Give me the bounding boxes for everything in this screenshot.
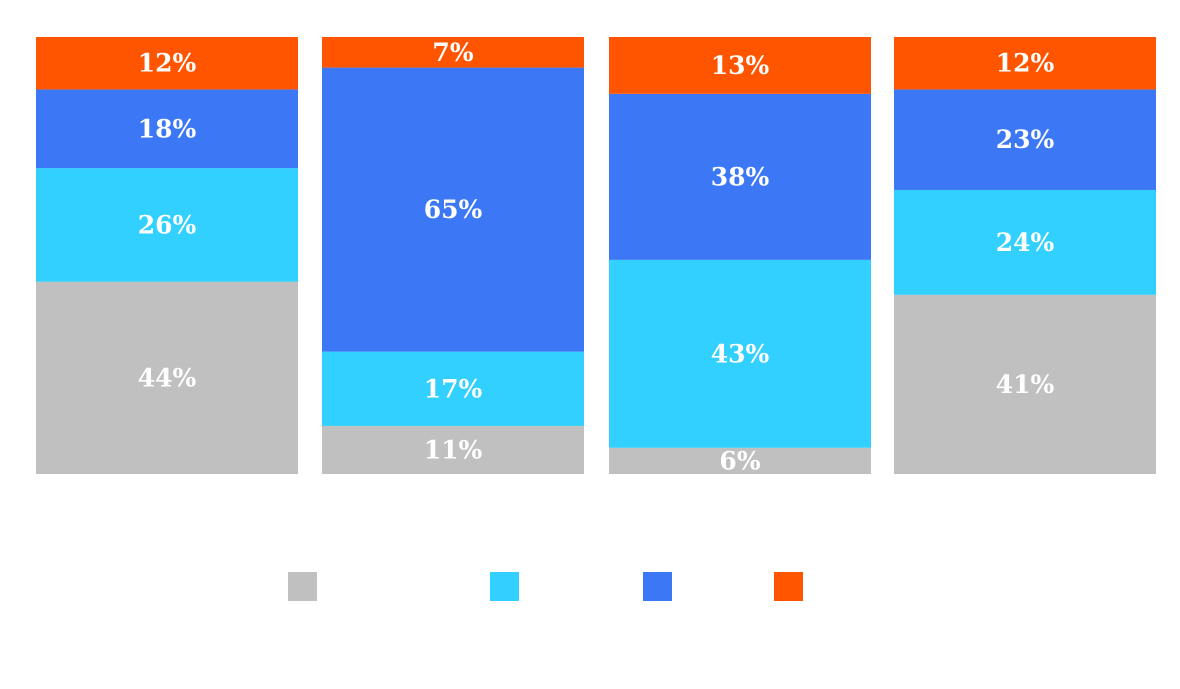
- bar-segment: [609, 259, 871, 448]
- segment-value-label: 43%: [711, 339, 770, 368]
- legend-swatch: [490, 572, 519, 601]
- legend: [288, 572, 803, 601]
- segment-value-label: 65%: [424, 195, 483, 224]
- bar-segment: [322, 67, 584, 352]
- segment-value-label: 12%: [996, 49, 1055, 78]
- segment-value-label: 11%: [424, 435, 483, 464]
- bar-segment: [322, 351, 584, 426]
- bar-segment: [322, 425, 584, 474]
- bar-segment: [36, 37, 298, 90]
- bars-group: [36, 37, 1156, 474]
- segment-value-label: 23%: [996, 125, 1055, 154]
- bar-segment: [894, 189, 1156, 295]
- segment-value-label: 38%: [711, 162, 770, 191]
- bar-segment: [609, 447, 871, 474]
- segment-value-label: 24%: [996, 228, 1055, 257]
- bar-segment: [894, 37, 1156, 90]
- segment-value-label: 13%: [711, 51, 770, 80]
- bar-segment: [609, 37, 871, 94]
- bar-segment: [36, 168, 298, 282]
- segment-value-label: 12%: [138, 49, 197, 78]
- bar-segment: [894, 294, 1156, 474]
- segment-value-label: 18%: [138, 114, 197, 143]
- segment-value-label: 7%: [432, 38, 473, 67]
- bar-segment: [36, 281, 298, 474]
- legend-swatch: [643, 572, 672, 601]
- legend-swatch: [774, 572, 803, 601]
- segment-labels-group: 44% 26% 18% 12% 11% 17% 65% 7% 6% 43% 38% 13% 41% 24%…: [138, 38, 1055, 476]
- bar-segment: [609, 93, 871, 260]
- segment-value-label: 26%: [138, 210, 197, 239]
- segment-value-label: 41%: [996, 370, 1055, 399]
- bar-segment: [322, 37, 584, 68]
- segment-value-label: 6%: [719, 446, 760, 475]
- segment-value-label: 17%: [424, 374, 483, 403]
- bar-segment: [894, 89, 1156, 190]
- bar-segment: [36, 89, 298, 169]
- segment-value-label: 44%: [138, 363, 197, 392]
- legend-swatch: [288, 572, 317, 601]
